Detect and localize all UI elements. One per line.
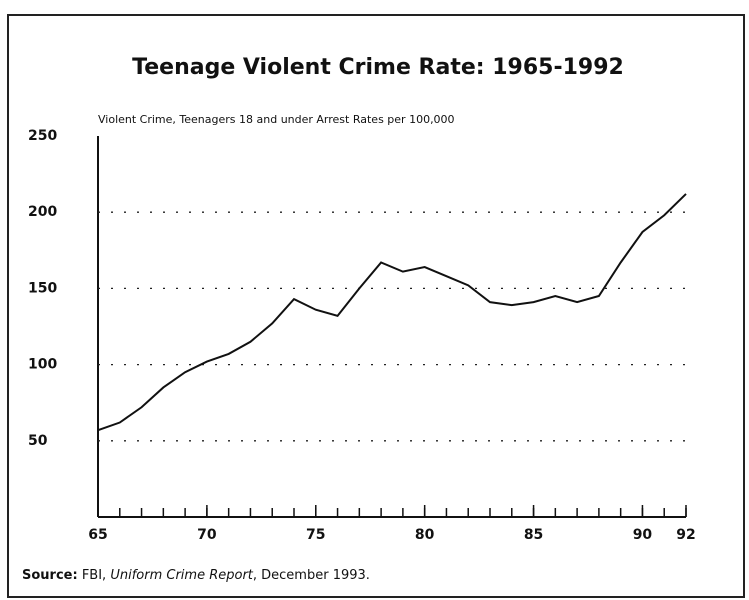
source-rest: , December 1993.: [253, 568, 370, 583]
x-tick-label: 75: [306, 527, 325, 543]
frame: [7, 14, 745, 598]
x-tick-label: 70: [197, 527, 217, 543]
y-tick-label: 150: [28, 280, 57, 296]
x-tick-label: 85: [524, 527, 543, 543]
y-tick-label: 100: [28, 357, 57, 373]
x-tick-label: 90: [633, 527, 653, 543]
y-tick-label: 200: [28, 204, 57, 220]
source-text: FBI,: [82, 568, 106, 583]
x-tick-label: 92: [676, 527, 695, 543]
y-tick-label: 50: [28, 433, 48, 449]
x-tick-label: 65: [88, 527, 107, 543]
x-tick-label: 80: [415, 527, 435, 543]
source-italic: Uniform Crime Report: [110, 568, 253, 583]
data-line: [97, 193, 687, 432]
y-tick-label: 250: [28, 128, 57, 144]
source-note: Source: FBI, Uniform Crime Report, Decem…: [22, 568, 370, 583]
chart-title: Teenage Violent Crime Rate: 1965-1992: [132, 55, 624, 80]
chart-subtitle: Violent Crime, Teenagers 18 and under Ar…: [98, 113, 455, 126]
source-label: Source:: [22, 568, 78, 583]
